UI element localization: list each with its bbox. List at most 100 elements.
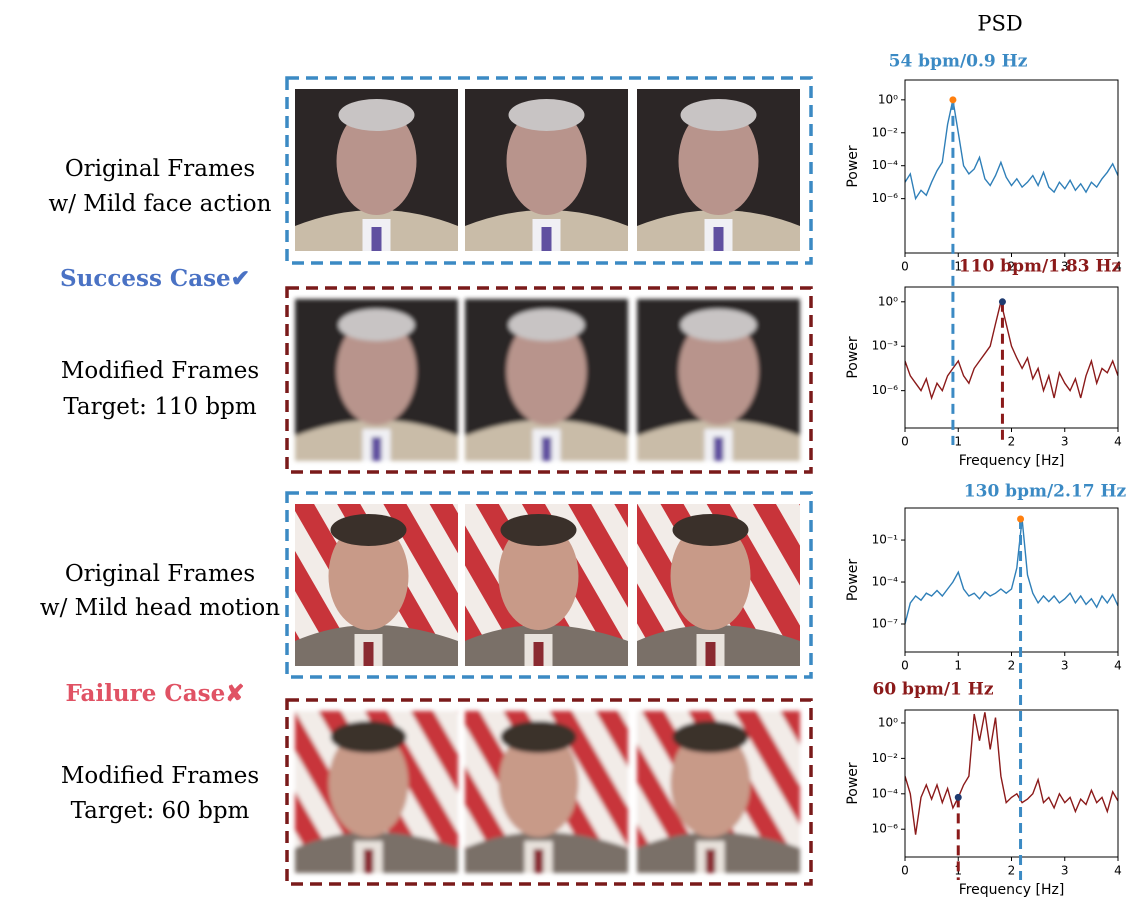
case-text: Failure Case	[65, 680, 225, 707]
face-image	[637, 504, 800, 666]
face	[498, 729, 579, 837]
tie	[371, 437, 382, 461]
row-label: Original Frames	[65, 156, 255, 182]
x-tick-label: 3	[1061, 435, 1069, 449]
y-tick-label: 10⁻⁴	[872, 158, 899, 172]
row-label: Target: 60 bpm	[71, 798, 250, 824]
x-axis-label: Frequency [Hz]	[959, 453, 1065, 469]
peak-marker	[954, 793, 962, 801]
case-label: Success Case✔	[60, 265, 250, 292]
x-tick-label: 2	[1008, 864, 1016, 878]
tie	[705, 849, 716, 873]
row-label: Original Frames	[65, 561, 255, 587]
annotation: 130 bpm/2.17 Hz	[964, 482, 1127, 502]
x-tick-label: 3	[1061, 659, 1069, 673]
tie	[363, 642, 374, 666]
tie	[713, 227, 724, 251]
hair	[330, 514, 407, 546]
x-tick-label: 2	[1008, 435, 1016, 449]
face-image	[637, 89, 800, 251]
face	[336, 107, 417, 215]
hair	[500, 721, 577, 753]
x-tick-label: 2	[1008, 260, 1016, 274]
x-tick-label: 0	[901, 659, 909, 673]
face	[336, 317, 417, 425]
psd-line	[905, 518, 1118, 625]
face-image	[295, 89, 458, 251]
face-image	[465, 504, 628, 666]
tie	[371, 227, 382, 251]
y-axis-label: Power	[845, 762, 861, 805]
face-image	[465, 711, 628, 873]
y-tick-label: 10⁰	[878, 715, 898, 729]
hair	[508, 99, 585, 131]
psd-chart: 0 1 2 3 4 10⁻¹ 10⁻⁴ 10⁻⁷ Power 130 bpm/2.17 Hz	[845, 482, 1127, 673]
frames	[285, 76, 813, 886]
y-tick-label: 10⁻⁶	[872, 822, 899, 836]
x-tick-label: 0	[901, 435, 909, 449]
y-tick-label: 10⁻²	[872, 125, 899, 139]
row-label: w/ Mild face action	[49, 191, 272, 217]
y-tick-label: 10⁰	[878, 294, 898, 308]
x-tick-label: 4	[1114, 260, 1122, 274]
case-text: Success Case	[60, 265, 231, 292]
face	[670, 729, 751, 837]
annotation: 54 bpm/0.9 Hz	[889, 52, 1028, 72]
y-axis-label: Power	[845, 145, 861, 188]
face	[328, 729, 409, 837]
row-frame	[285, 698, 813, 886]
x-tick-label: 1	[954, 659, 962, 673]
face-image	[295, 711, 458, 873]
hair	[672, 721, 749, 753]
hair	[672, 514, 749, 546]
axes-frame	[904, 79, 1119, 254]
y-tick-label: 10⁻⁴	[872, 786, 899, 800]
hair	[508, 309, 585, 341]
face-image	[465, 89, 628, 251]
peak-marker	[1017, 515, 1025, 523]
x-tick-label: 3	[1061, 260, 1069, 274]
hair	[338, 309, 415, 341]
tie	[533, 849, 544, 873]
y-tick-label: 10⁻⁶	[872, 383, 899, 397]
face-image	[637, 299, 800, 461]
hair	[500, 514, 577, 546]
case-icon: ✔	[231, 265, 250, 292]
x-axis-label: Frequency [Hz]	[959, 882, 1065, 898]
row-label: Modified Frames	[61, 763, 259, 789]
row-frame	[285, 491, 813, 679]
x-tick-label: 1	[954, 435, 962, 449]
face	[498, 522, 579, 630]
x-tick-label: 2	[1008, 659, 1016, 673]
row-label: Modified Frames	[61, 358, 259, 384]
y-tick-label: 10⁰	[878, 92, 898, 106]
axes-frame	[904, 507, 1119, 653]
tie	[705, 642, 716, 666]
hair	[680, 99, 757, 131]
y-tick-label: 10⁻⁶	[872, 191, 899, 205]
figure-title: PSD	[977, 12, 1022, 36]
psd-line	[905, 712, 1118, 835]
x-tick-label: 0	[901, 260, 909, 274]
y-tick-label: 10⁻⁴	[872, 575, 899, 589]
hair	[330, 721, 407, 753]
x-tick-label: 0	[901, 864, 909, 878]
axes-frame	[904, 286, 1119, 429]
annotation: 60 bpm/1 Hz	[872, 680, 993, 700]
face	[670, 522, 751, 630]
tie	[541, 437, 552, 461]
y-tick-label: 10⁻²	[872, 751, 899, 765]
x-tick-label: 4	[1114, 864, 1122, 878]
face	[678, 107, 759, 215]
tie	[541, 227, 552, 251]
x-tick-label: 4	[1114, 435, 1122, 449]
annotation: 110 bpm/1.83 Hz	[959, 257, 1122, 277]
row-label: w/ Mild head motion	[40, 595, 280, 621]
face-image	[637, 711, 800, 873]
face-image	[465, 299, 628, 461]
case-label: Failure Case✘	[65, 680, 244, 707]
psd-chart: 0 1 2 3 4 10⁰ 10⁻³ 10⁻⁶ Power Frequency [Hz] 110 b…	[845, 257, 1122, 470]
y-tick-label: 10⁻¹	[872, 533, 899, 547]
x-tick-label: 3	[1061, 864, 1069, 878]
